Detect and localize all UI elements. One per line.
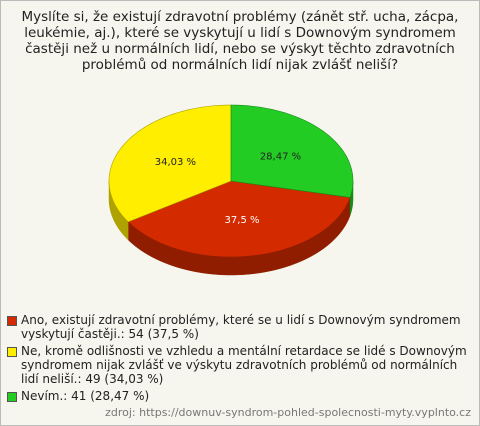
legend-swatch [7,392,17,402]
legend-label: Ne, kromě odlišnosti ve vzhledu a mentál… [21,344,467,386]
pie-slice [108,104,232,223]
legend-item: Ne, kromě odlišnosti ve vzhledu a mentál… [7,344,473,386]
chart-title: Myslíte si, že existují zdravotní problé… [21,9,459,73]
legend-swatch [7,316,17,326]
source: zdroj: https://downuv-syndrom-pohled-spo… [105,406,471,419]
data-label: 37,5 % [225,215,260,226]
legend-item: Nevím.: 41 (28,47 %) [7,389,473,403]
data-label: 28,47 % [260,151,301,162]
legend-label: Ano, existují zdravotní problémy, které … [21,313,461,341]
legend-label: Nevím.: 41 (28,47 %) [21,389,150,403]
pie-slice [230,104,354,198]
data-label: 34,03 % [155,157,196,168]
legend-swatch [7,347,17,357]
legend: Ano, existují zdravotní problémy, které … [7,313,473,406]
legend-item: Ano, existují zdravotní problémy, které … [7,313,473,341]
